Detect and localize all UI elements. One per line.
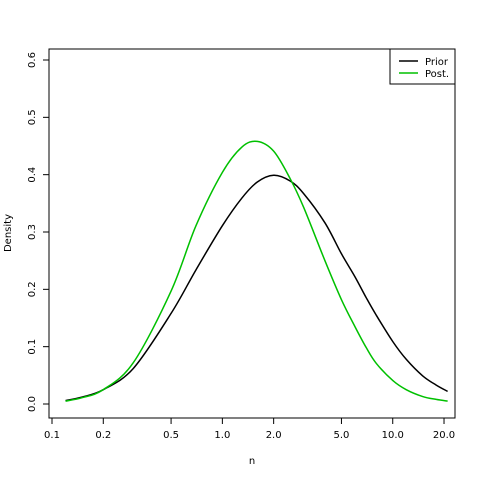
- y-axis: 0.0 0.1 0.2 0.3 0.4 0.5 0.6: [27, 52, 50, 412]
- y-tick-label: 0.3: [27, 224, 38, 240]
- series-layer: [65, 140, 448, 402]
- y-tick-label: 0.2: [27, 281, 38, 297]
- series-line-post: [65, 140, 448, 402]
- y-tick-label: 0.0: [27, 396, 38, 412]
- legend-box: [389, 48, 456, 85]
- x-tick-label: 20.0: [433, 430, 455, 441]
- x-tick-label: 0.5: [163, 430, 179, 441]
- plot-frame: [48, 48, 456, 419]
- x-tick-label: 5.0: [333, 430, 349, 441]
- series-line-prior: [65, 174, 448, 402]
- x-axis-title: n: [249, 456, 255, 467]
- y-tick-label: 0.6: [27, 52, 38, 68]
- y-tick-label: 0.1: [27, 339, 38, 355]
- y-axis-title: Density: [3, 214, 14, 252]
- x-tick-label: 0.2: [95, 430, 111, 441]
- x-axis: 0.1 0.2 0.5 1.0 2.0 5.0 10.0 20.0: [44, 417, 455, 441]
- legend-label-prior: Prior: [425, 57, 449, 68]
- x-tick-label: 0.1: [44, 430, 60, 441]
- legend-label-post: Post.: [425, 69, 449, 80]
- y-tick-label: 0.4: [27, 167, 38, 183]
- x-tick-label: 10.0: [382, 430, 404, 441]
- x-tick-label: 2.0: [266, 430, 282, 441]
- x-tick-label: 1.0: [214, 430, 230, 441]
- legend: Prior Post.: [389, 48, 456, 85]
- y-tick-label: 0.5: [27, 109, 38, 125]
